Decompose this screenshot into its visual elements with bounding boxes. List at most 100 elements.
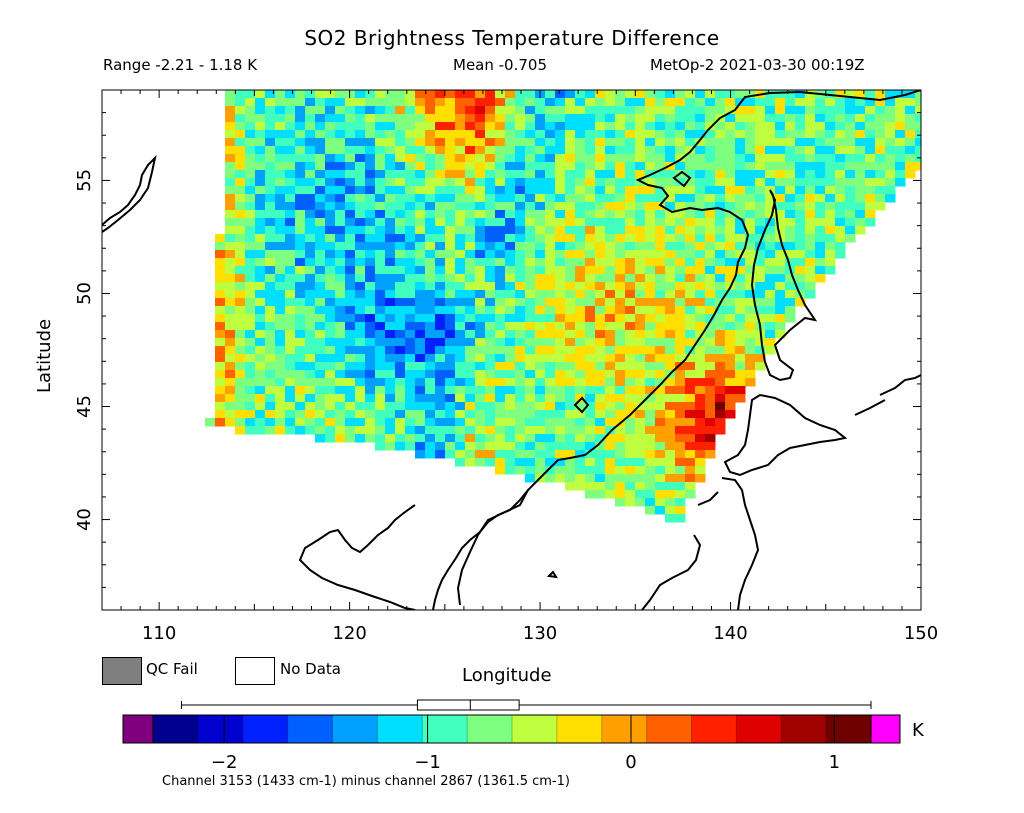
swath-pixel <box>685 258 696 267</box>
swath-pixel <box>545 322 556 331</box>
swath-pixel <box>575 202 586 211</box>
swath-pixel <box>625 354 636 363</box>
swath-pixel <box>775 90 786 99</box>
swath-pixel <box>295 90 306 99</box>
swath-pixel <box>245 138 256 147</box>
swath-pixel <box>365 154 376 163</box>
swath-pixel <box>455 314 466 323</box>
swath-pixel <box>405 194 416 203</box>
swath-pixel <box>685 434 696 443</box>
swath-pixel <box>375 114 386 123</box>
swath-pixel <box>805 226 816 235</box>
swath-pixel <box>245 186 256 195</box>
swath-pixel <box>475 418 486 427</box>
swath-pixel <box>565 474 576 483</box>
swath-pixel <box>275 178 286 187</box>
swath-pixel <box>385 242 396 251</box>
swath-pixel <box>305 194 316 203</box>
swath-pixel <box>245 130 256 139</box>
swath-pixel <box>675 490 686 499</box>
swath-pixel <box>725 146 736 155</box>
swath-pixel <box>865 154 876 163</box>
swath-pixel <box>295 218 306 227</box>
swath-pixel <box>535 442 546 451</box>
swath-pixel <box>885 186 896 195</box>
swath-pixel <box>265 170 276 179</box>
swath-pixel <box>325 154 336 163</box>
swath-pixel <box>635 282 646 291</box>
swath-pixel <box>305 98 316 107</box>
swath-pixel <box>405 90 416 99</box>
swath-pixel <box>475 146 486 155</box>
swath-pixel <box>635 122 646 131</box>
swath-pixel <box>605 322 616 331</box>
swath-pixel <box>555 346 566 355</box>
swath-pixel <box>275 282 286 291</box>
swath-pixel <box>645 138 656 147</box>
swath-pixel <box>245 114 256 123</box>
swath-pixel <box>745 162 756 171</box>
swath-pixel <box>595 410 606 419</box>
swath-pixel <box>895 138 906 147</box>
swath-pixel <box>275 354 286 363</box>
swath-pixel <box>555 218 566 227</box>
swath-pixel <box>415 234 426 243</box>
swath-pixel <box>815 234 826 243</box>
swath-pixel <box>585 194 596 203</box>
swath-pixel <box>455 258 466 267</box>
swath-pixel <box>585 290 596 299</box>
swath-pixel <box>705 410 716 419</box>
swath-pixel <box>565 330 576 339</box>
swath-pixel <box>815 242 826 251</box>
swath-pixel <box>675 210 686 219</box>
swath-pixel <box>285 362 296 371</box>
swath-pixel <box>645 434 656 443</box>
swath-pixel <box>585 106 596 115</box>
swath-pixel <box>575 322 586 331</box>
swath-pixel <box>245 90 256 99</box>
swath-pixel <box>795 282 806 291</box>
swath-pixel <box>275 290 286 299</box>
swath-pixel <box>255 162 266 171</box>
swath-pixel <box>515 338 526 347</box>
swath-pixel <box>525 106 536 115</box>
swath-pixel <box>265 186 276 195</box>
swath-pixel <box>395 314 406 323</box>
swath-pixel <box>545 234 556 243</box>
swath-pixel <box>335 266 346 275</box>
swath-pixel <box>905 162 916 171</box>
swath-pixel <box>635 210 646 219</box>
swath-pixel <box>235 226 246 235</box>
swath-pixel <box>785 226 796 235</box>
swath-pixel <box>735 178 746 187</box>
swath-pixel <box>495 114 506 123</box>
swath-pixel <box>665 290 676 299</box>
swath-pixel <box>345 282 356 291</box>
swath-pixel <box>235 122 246 131</box>
swath-pixel <box>355 418 366 427</box>
swath-pixel <box>425 306 436 315</box>
swath-pixel <box>745 186 756 195</box>
swath-pixel <box>325 434 336 443</box>
swath-pixel <box>735 130 746 139</box>
swath-pixel <box>755 186 766 195</box>
swath-pixel <box>245 242 256 251</box>
swath-pixel <box>875 90 886 99</box>
swath-pixel <box>685 154 696 163</box>
swath-pixel <box>315 394 326 403</box>
swath-pixel <box>515 434 526 443</box>
swath-pixel <box>585 274 596 283</box>
swath-pixel <box>405 210 416 219</box>
swath-pixel <box>235 98 246 107</box>
swath-pixel <box>365 266 376 275</box>
swath-pixel <box>365 426 376 435</box>
swath-pixel <box>465 370 476 379</box>
swath-pixel <box>715 106 726 115</box>
swath-pixel <box>555 298 566 307</box>
swath-pixel <box>465 322 476 331</box>
swath-pixel <box>305 330 316 339</box>
qc-fail-swatch <box>102 657 142 685</box>
swath-pixel <box>595 266 606 275</box>
swath-pixel <box>745 130 756 139</box>
swath-pixel <box>335 338 346 347</box>
